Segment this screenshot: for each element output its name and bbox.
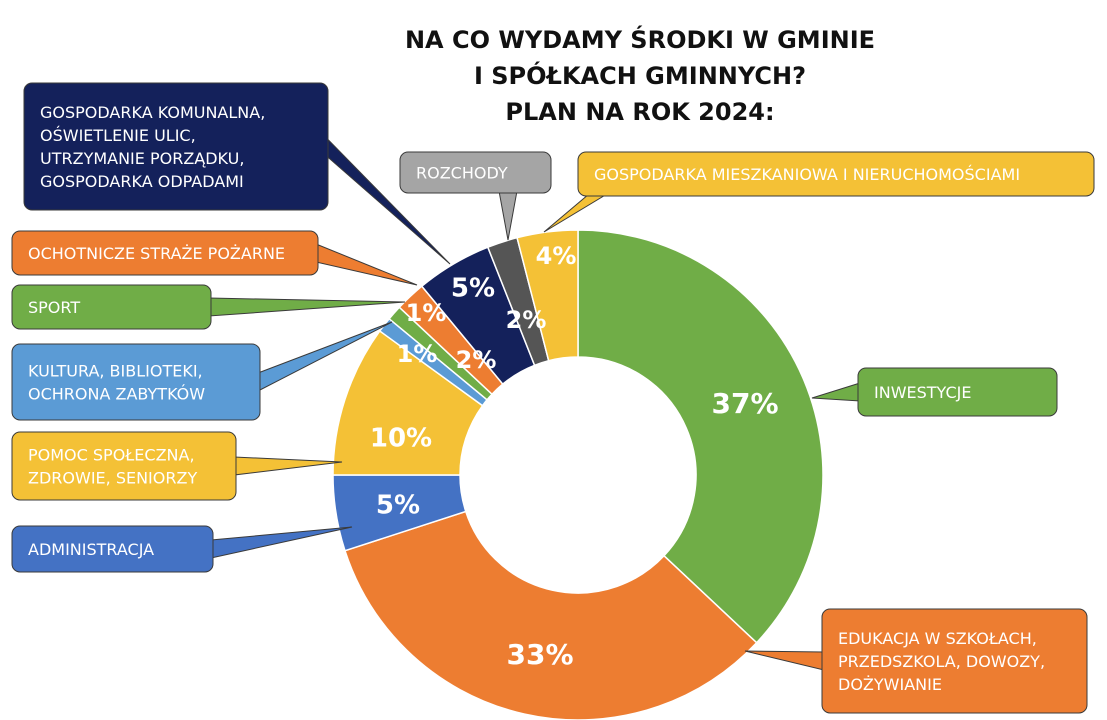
callout-osp: OCHOTNICZE STRAŻE POŻARNE <box>11 230 418 286</box>
slice-edukacja <box>344 510 758 720</box>
callout-box-sport <box>11 284 212 330</box>
value-label-komunalna: 5% <box>451 274 495 304</box>
callout-box-inwestycje <box>857 367 1058 417</box>
callout-label-kultura-1: KULTURA, BIBLIOTEKI, <box>28 362 203 381</box>
callout-label-rozchody-1: ROZCHODY <box>416 164 508 183</box>
callout-arrow-administracja <box>210 526 353 559</box>
value-label-sport: 1% <box>406 299 447 327</box>
callout-arrow-sport <box>208 297 406 317</box>
value-label-edukacja: 33% <box>506 638 573 671</box>
callout-label-administracja-1: ADMINISTRACJA <box>28 540 154 559</box>
value-label-rozchody: 2% <box>506 306 547 334</box>
value-label-administracja: 5% <box>376 491 420 521</box>
callout-sport: SPORT <box>11 284 406 330</box>
callout-label-komunalna-3: UTRZYMANIE PORZĄDKU, <box>40 149 244 168</box>
callout-box-mieszkaniowa <box>577 151 1095 197</box>
callout-label-komunalna-2: OŚWIETLENIE ULIC, <box>40 126 196 145</box>
callout-label-pomoc-1: POMOC SPOŁECZNA, <box>28 446 195 465</box>
callout-label-komunalna-1: GOSPODARKA KOMUNALNA, <box>40 103 265 122</box>
callout-arrow-pomoc <box>233 456 343 476</box>
callout-box-osp <box>11 230 319 276</box>
value-label-osp: 2% <box>456 346 497 374</box>
callout-arrow-osp <box>315 243 418 286</box>
chart-title-line-3: PLAN NA ROK 2024: <box>505 98 775 126</box>
callout-box-rozchody <box>399 151 552 194</box>
chart-title-line-2: I SPÓŁKACH GMINNYCH? <box>473 62 807 90</box>
callout-arrow-mieszkaniowa <box>543 193 609 233</box>
value-label-kultura: 1% <box>397 340 438 368</box>
slice-inwestycje <box>577 229 824 644</box>
callout-label-pomoc-2: ZDROWIE, SENIORZY <box>28 469 197 488</box>
callout-edukacja: EDUKACJA W SZKOŁACH, PRZEDSZKOLA, DOWOZY,… <box>744 608 1088 714</box>
callout-label-mieszkaniowa-1: GOSPODARKA MIESZKANIOWA I NIERUCHOMOŚCIA… <box>594 165 1020 184</box>
callout-label-edukacja-3: DOŻYWIANIE <box>838 675 942 694</box>
callout-box-administracja <box>11 525 214 573</box>
slice-mieszkaniowa <box>516 229 579 362</box>
callout-label-sport-1: SPORT <box>28 298 80 317</box>
value-label-mieszkaniowa: 4% <box>536 242 577 270</box>
callout-rozchody: ROZCHODY <box>399 151 552 241</box>
callout-kultura: KULTURA, BIBLIOTEKI, OCHRONA ZABYTKÓW <box>11 321 393 421</box>
callout-komunalna: GOSPODARKA KOMUNALNA, OŚWIETLENIE ULIC, UT… <box>23 82 451 265</box>
callout-arrow-edukacja <box>744 650 825 671</box>
callout-arrow-rozchody <box>498 190 518 241</box>
callout-label-edukacja-1: EDUKACJA W SZKOŁACH, <box>838 629 1037 648</box>
callout-administracja: ADMINISTRACJA <box>11 525 353 573</box>
callout-label-komunalna-4: GOSPODARKA ODPADAMI <box>40 172 244 191</box>
callout-label-edukacja-2: PRZEDSZKOLA, DOWOZY, <box>838 652 1045 671</box>
callout-label-inwestycje-1: INWESTYCJE <box>874 383 971 402</box>
callout-box-komunalna <box>23 82 329 211</box>
callout-box-edukacja <box>821 608 1088 714</box>
callout-pomoc: POMOC SPOŁECZNA, ZDROWIE, SENIORZY <box>11 431 343 501</box>
chart-title: NA CO WYDAMY ŚRODKI W GMINIE I SPÓŁKACH … <box>380 22 900 130</box>
value-label-pomoc: 10% <box>370 424 432 454</box>
callout-label-kultura-2: OCHRONA ZABYTKÓW <box>28 385 205 404</box>
callout-box-kultura <box>11 343 261 421</box>
callout-label-osp-1: OCHOTNICZE STRAŻE POŻARNE <box>28 244 285 263</box>
callout-mieszkaniowa: GOSPODARKA MIESZKANIOWA I NIERUCHOMOŚCIA… <box>543 151 1095 233</box>
chart-title-line-1: NA CO WYDAMY ŚRODKI W GMINIE <box>404 26 876 54</box>
value-label-inwestycje: 37% <box>711 387 778 420</box>
callout-inwestycje: INWESTYCJE <box>811 367 1058 417</box>
callout-arrow-inwestycje <box>811 382 861 402</box>
callout-box-pomoc <box>11 431 237 501</box>
